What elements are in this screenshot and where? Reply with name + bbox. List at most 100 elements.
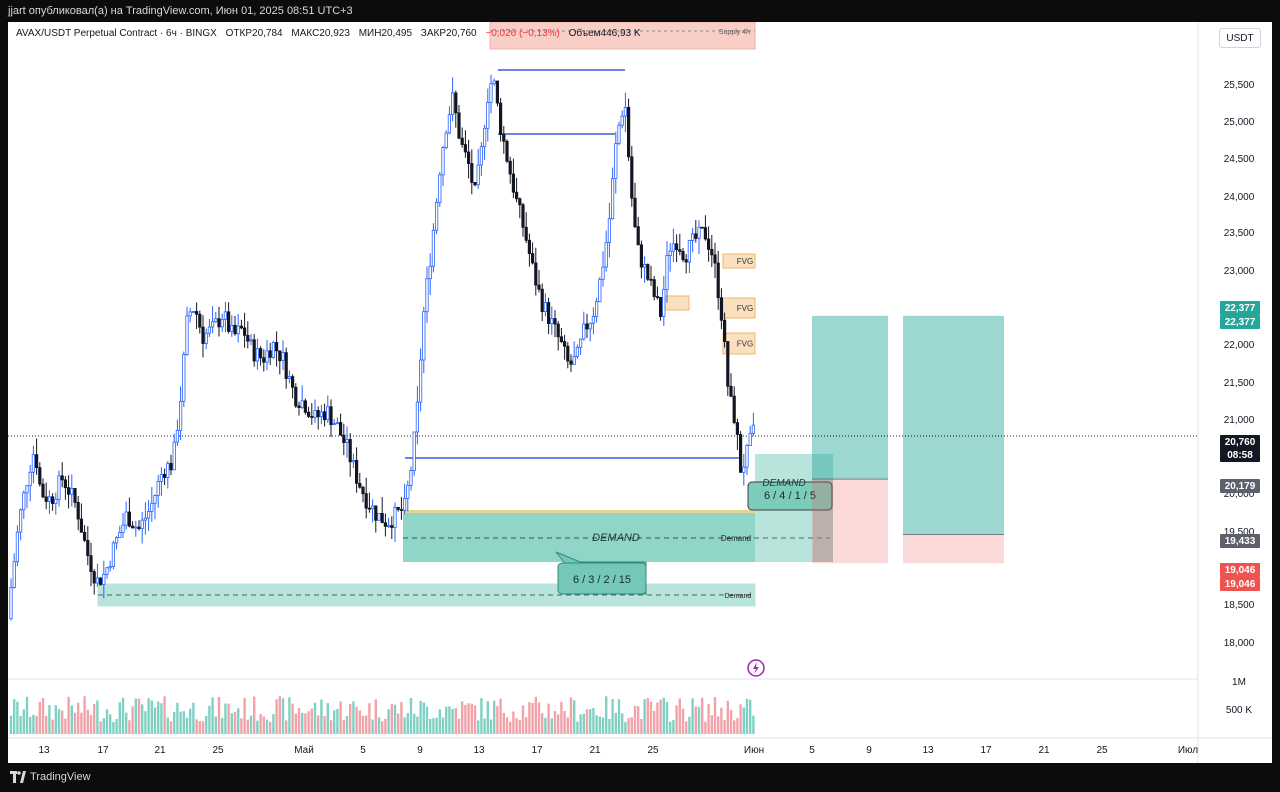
- volume-bar: [99, 721, 102, 734]
- volume-bar: [208, 705, 211, 734]
- volume-bar: [141, 704, 144, 734]
- volume-bar: [320, 699, 323, 734]
- volume-bar: [713, 697, 717, 734]
- volume-bar: [77, 702, 80, 734]
- candle-body: [54, 498, 58, 504]
- x-tick-label: Май: [294, 745, 314, 756]
- volume-bar: [403, 717, 406, 734]
- volume-bar: [393, 704, 397, 734]
- candle-body: [34, 454, 39, 468]
- demand-callout-label: DEMAND: [762, 478, 805, 489]
- volume-bar: [749, 699, 752, 734]
- volume-bar: [109, 714, 112, 734]
- volume-bar: [598, 716, 601, 734]
- volume-bar: [553, 711, 557, 734]
- candle-body: [15, 531, 19, 563]
- volume-bar: [729, 709, 733, 734]
- candle-body: [527, 239, 532, 254]
- candle-body: [498, 102, 503, 135]
- footer-brand: TradingView: [30, 771, 91, 783]
- volume-bar: [573, 700, 576, 734]
- candle-body: [153, 495, 157, 504]
- legend-volume: Объем446,93 K: [568, 28, 641, 39]
- candle-body: [463, 144, 468, 153]
- candle-body: [643, 264, 647, 268]
- price-badge: [1220, 435, 1260, 449]
- volume-bar: [566, 717, 569, 734]
- candle-body: [566, 345, 570, 362]
- candle-body: [444, 132, 448, 149]
- candle-body: [623, 106, 628, 117]
- y-tick-label: 21,500: [1224, 378, 1255, 389]
- candle-body: [95, 577, 99, 584]
- volume-bar: [240, 718, 243, 734]
- candle-body: [716, 262, 720, 299]
- y-tick-label: 21,000: [1224, 415, 1255, 426]
- candle-body: [345, 439, 349, 443]
- volume-bar: [521, 705, 525, 734]
- volume-bar: [691, 698, 694, 734]
- volume-bar: [541, 713, 544, 734]
- volume-bar: [717, 716, 720, 734]
- candle-body: [614, 143, 618, 179]
- volume-bar: [185, 717, 189, 734]
- candle-body: [178, 400, 183, 431]
- volume-bar: [557, 714, 560, 734]
- candle-body: [108, 566, 112, 569]
- candle-body: [447, 114, 452, 134]
- candle-body: [172, 441, 176, 471]
- currency-button[interactable]: USDT: [1219, 28, 1261, 48]
- price-chart[interactable]: Supply 4h FVG FVG FVG DEMAND Demand Demand 6 / …: [8, 22, 1272, 763]
- candle-body: [377, 512, 381, 521]
- candle-body: [44, 496, 48, 502]
- volume-bar: [157, 701, 160, 734]
- candle-body: [668, 250, 672, 256]
- candle-body: [124, 511, 128, 526]
- volume-bar: [342, 719, 345, 734]
- candle-body: [595, 301, 599, 317]
- candle-body: [294, 386, 298, 407]
- volume-bar: [576, 721, 579, 734]
- candle-body: [412, 431, 416, 471]
- x-tick-label: Июн: [744, 745, 764, 756]
- volume-bar: [646, 698, 649, 734]
- chart-area[interactable]: Supply 4h FVG FVG FVG DEMAND Demand Demand 6 / …: [8, 22, 1272, 763]
- candle-body: [723, 319, 727, 342]
- volume-bar: [464, 704, 467, 734]
- candle-body: [524, 226, 528, 241]
- y-tick-label: 18,500: [1224, 600, 1255, 611]
- candle-body: [537, 284, 541, 290]
- volume-bar: [387, 709, 390, 734]
- volume-bar: [22, 709, 25, 734]
- candle-body: [374, 505, 378, 521]
- candle-body: [322, 411, 327, 421]
- candle-body: [745, 445, 749, 468]
- volume-bar: [685, 721, 688, 734]
- candle-body: [710, 248, 714, 256]
- volume-bar: [166, 717, 169, 734]
- candle-body: [338, 422, 343, 436]
- candle-body: [748, 432, 752, 447]
- legend-symbol: AVAX/USDT Perpetual Contract · 6ч · BING…: [16, 28, 217, 39]
- volume-bar: [67, 696, 70, 734]
- candle-body: [652, 279, 656, 297]
- fvg-thin-zone: [403, 510, 755, 513]
- tradingview-logo[interactable]: TradingView: [10, 771, 91, 783]
- candle-body: [297, 405, 301, 408]
- candle-body: [547, 302, 551, 325]
- legend-close: ЗАКР20,760: [420, 28, 477, 39]
- volume-bar: [307, 711, 310, 734]
- candle-body: [121, 524, 125, 533]
- demand-big-label: DEMAND: [592, 532, 640, 544]
- candle-body: [246, 334, 250, 342]
- candle-body: [511, 173, 516, 193]
- candle-body: [185, 315, 189, 355]
- price-badge: [1220, 563, 1260, 577]
- volume-bar: [256, 720, 259, 734]
- volume-bar: [329, 720, 333, 734]
- candle-body: [70, 488, 74, 495]
- volume-bar: [294, 713, 297, 734]
- volume-bar: [525, 717, 528, 734]
- candle-body: [271, 342, 276, 358]
- candle-body: [482, 127, 487, 148]
